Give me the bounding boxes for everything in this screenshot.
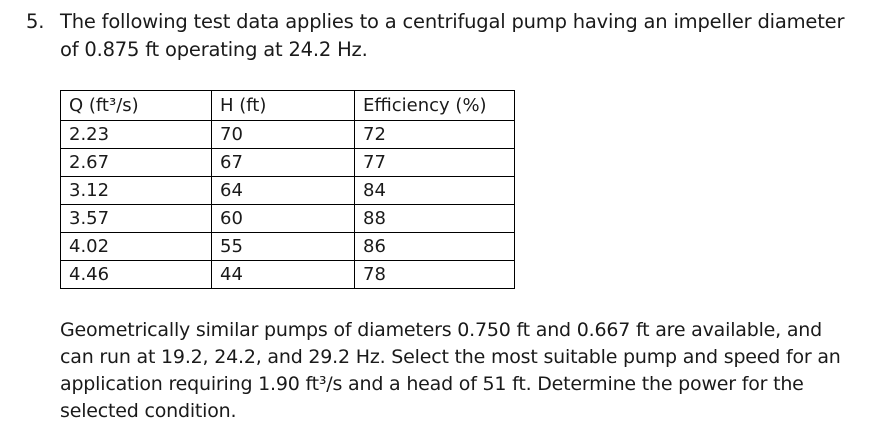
header-flow-rate: Q (ft³/s)	[60, 90, 212, 121]
cell-head: 60	[211, 204, 355, 233]
cell-head: 67	[211, 148, 355, 177]
table-header-row: Q (ft³/s) H (ft) Efficiency (%)	[60, 90, 515, 121]
test-data-table: Q (ft³/s) H (ft) Efficiency (%) 2.23 70 …	[60, 90, 515, 289]
cell-efficiency: 78	[354, 260, 515, 289]
cell-head: 64	[211, 176, 355, 205]
problem-header: 5. The following test data applies to a …	[26, 8, 866, 64]
problem-5: 5. The following test data applies to a …	[26, 8, 866, 64]
cell-flow-rate: 3.57	[60, 204, 212, 233]
table-row: 2.67 67 77	[60, 148, 515, 177]
header-efficiency: Efficiency (%)	[354, 90, 515, 121]
table-row: 3.57 60 88	[60, 204, 515, 233]
cell-head: 70	[211, 120, 355, 149]
cell-efficiency: 86	[354, 232, 515, 261]
table-row: 3.12 64 84	[60, 176, 515, 205]
cell-flow-rate: 3.12	[60, 176, 212, 205]
cell-efficiency: 72	[354, 120, 515, 149]
table-row: 4.46 44 78	[60, 260, 515, 289]
problem-question: Geometrically similar pumps of diameters…	[60, 319, 841, 422]
problem-number: 5.	[26, 10, 45, 33]
cell-flow-rate: 4.02	[60, 232, 212, 261]
header-head: H (ft)	[211, 90, 355, 121]
cell-head: 44	[211, 260, 355, 289]
cell-efficiency: 77	[354, 148, 515, 177]
cell-flow-rate: 4.46	[60, 260, 212, 289]
cell-efficiency: 88	[354, 204, 515, 233]
cell-efficiency: 84	[354, 176, 515, 205]
table-row: 2.23 70 72	[60, 120, 515, 149]
problem-intro: The following test data applies to a cen…	[60, 10, 845, 61]
table-row: 4.02 55 86	[60, 232, 515, 261]
cell-flow-rate: 2.23	[60, 120, 212, 149]
cell-flow-rate: 2.67	[60, 148, 212, 177]
cell-head: 55	[211, 232, 355, 261]
